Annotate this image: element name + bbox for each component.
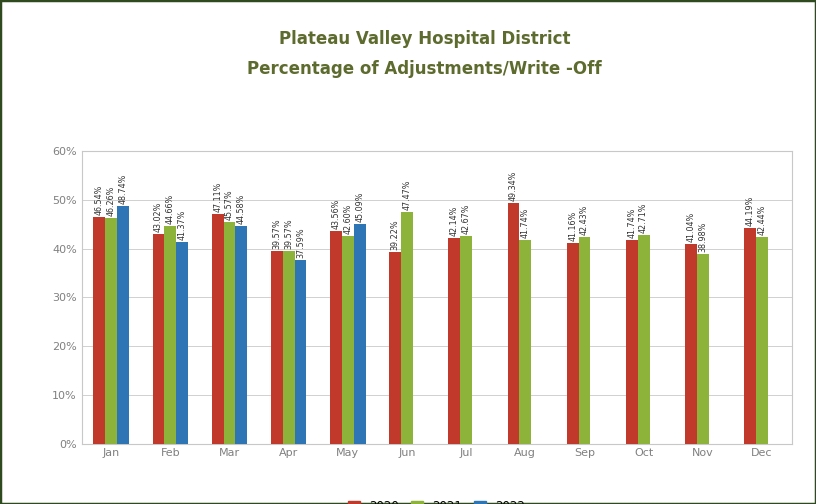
Text: 39.57%: 39.57% (273, 218, 282, 249)
Text: 42.71%: 42.71% (639, 203, 648, 233)
Bar (342, 236, 354, 444)
Bar (519, 240, 531, 444)
Text: 45.09%: 45.09% (355, 192, 364, 222)
Text: 41.16%: 41.16% (568, 211, 577, 241)
Bar (105, 218, 118, 444)
Bar (756, 237, 768, 444)
Text: 43.02%: 43.02% (154, 202, 163, 232)
Text: Percentage of Adjustments/Write -Off: Percentage of Adjustments/Write -Off (247, 60, 601, 79)
Text: 41.04%: 41.04% (686, 211, 695, 241)
Text: 46.54%: 46.54% (95, 184, 104, 215)
Text: 42.44%: 42.44% (757, 205, 766, 235)
Bar (626, 240, 638, 444)
Text: 48.74%: 48.74% (118, 174, 127, 204)
Text: 45.57%: 45.57% (225, 189, 234, 220)
Text: 39.22%: 39.22% (391, 220, 400, 250)
Bar (271, 250, 282, 444)
Bar (685, 243, 697, 444)
Bar (389, 253, 401, 444)
Bar (449, 238, 460, 444)
Bar (566, 243, 579, 444)
Text: 49.34%: 49.34% (509, 171, 518, 201)
Bar (165, 226, 176, 444)
Text: 44.58%: 44.58% (237, 194, 246, 224)
Text: 44.19%: 44.19% (746, 196, 755, 226)
Text: 44.66%: 44.66% (166, 194, 175, 224)
Text: 46.26%: 46.26% (107, 186, 116, 216)
Text: 47.11%: 47.11% (213, 181, 222, 212)
Text: 42.67%: 42.67% (462, 203, 471, 234)
Text: 38.98%: 38.98% (698, 221, 707, 251)
Text: 47.47%: 47.47% (402, 180, 411, 210)
Text: 42.14%: 42.14% (450, 206, 459, 236)
Text: 39.57%: 39.57% (284, 218, 293, 249)
Bar (118, 206, 129, 444)
Bar (697, 254, 708, 444)
Bar (579, 237, 590, 444)
Bar (460, 236, 472, 444)
Bar (212, 214, 224, 444)
Text: 41.74%: 41.74% (628, 208, 636, 238)
Bar (176, 242, 188, 444)
Text: 41.74%: 41.74% (521, 208, 530, 238)
Bar (354, 224, 366, 444)
Text: 37.59%: 37.59% (296, 228, 305, 259)
Legend: 2020, 2021, 2022: 2020, 2021, 2022 (344, 496, 529, 504)
Bar (93, 217, 105, 444)
Bar (235, 226, 247, 444)
Bar (330, 231, 342, 444)
Bar (295, 261, 307, 444)
Bar (224, 221, 236, 444)
Bar (153, 234, 165, 444)
Text: 42.43%: 42.43% (580, 205, 589, 235)
Text: 43.56%: 43.56% (331, 199, 340, 229)
Bar (638, 235, 650, 444)
Text: 41.37%: 41.37% (178, 210, 187, 240)
Bar (283, 250, 295, 444)
Bar (744, 228, 756, 444)
Bar (401, 212, 413, 444)
Text: Plateau Valley Hospital District: Plateau Valley Hospital District (278, 30, 570, 48)
Bar (508, 203, 519, 444)
Text: 42.60%: 42.60% (344, 204, 353, 234)
